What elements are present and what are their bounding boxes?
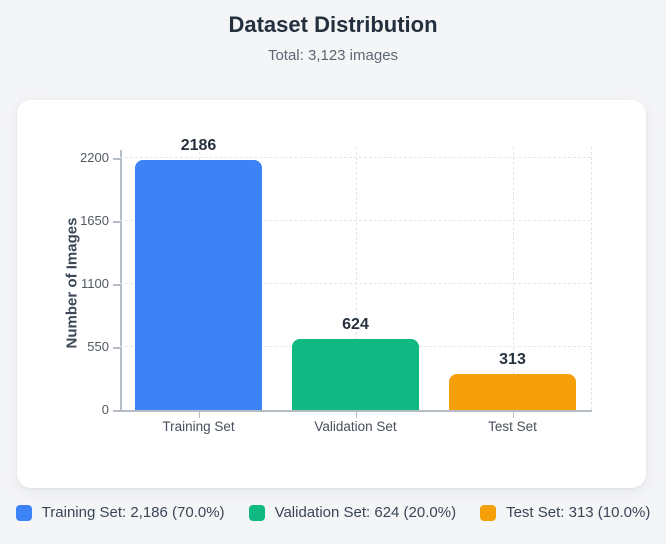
x-axis-line	[120, 410, 592, 412]
legend-label: Validation Set: 624 (20.0%)	[274, 504, 457, 521]
bar-value-label-test-set: 313	[499, 351, 526, 369]
y-axis-tick-mark	[113, 284, 120, 286]
y-axis-tick-label: 2200	[80, 150, 109, 166]
bar-value-label-validation-set: 624	[342, 315, 369, 333]
chart-legend: Training Set: 2,186 (70.0%) Validation Se…	[0, 504, 666, 521]
gridline-vertical	[355, 147, 357, 410]
legend-label: Training Set: 2,186 (70.0%)	[41, 504, 225, 521]
y-axis-tick-label: 1650	[80, 213, 109, 229]
y-axis-tick-label: 550	[87, 339, 109, 355]
x-axis-label-test-set: Test Set	[488, 419, 537, 434]
y-axis-tick-label: 1100	[81, 276, 109, 292]
x-axis-label-validation-set: Validation Set	[314, 419, 397, 434]
chart-card: Number of Images 2186 624 313 0 550 1100 1650…	[17, 100, 646, 488]
y-axis-line	[120, 150, 122, 411]
page-title: Dataset Distribution	[228, 12, 438, 37]
x-axis-label-training-set: Training Set	[162, 419, 235, 434]
legend-item-training-set[interactable]: Training Set: 2,186 (70.0%)	[15, 504, 225, 521]
bar-test-set[interactable]	[449, 374, 576, 410]
x-axis-tick-mark	[198, 412, 200, 418]
legend-item-test-set[interactable]: Test Set: 313 (10.0%)	[480, 504, 650, 521]
y-axis-tick-label: 0	[101, 402, 109, 417]
bar-value-label-training-set: 2186	[180, 137, 217, 155]
x-axis-tick-mark	[355, 412, 357, 418]
gridline-vertical	[512, 147, 514, 410]
chart-header: Dataset Distribution Total: 3,123 images	[0, 0, 666, 66]
legend-swatch-icon	[15, 504, 32, 521]
page-subtitle: Total: 3,123 images	[267, 47, 399, 64]
legend-item-validation-set[interactable]: Validation Set: 624 (20.0%)	[248, 504, 457, 521]
legend-label: Test Set: 313 (10.0%)	[506, 504, 651, 521]
y-axis-tick-mark	[113, 410, 120, 412]
y-axis-tick-mark	[113, 221, 120, 223]
y-axis-tick-mark	[113, 347, 120, 349]
plot-area: 2186 624 313	[120, 137, 592, 410]
plot-right-border	[591, 147, 592, 410]
bar-training-set[interactable]	[135, 160, 262, 410]
y-axis-tick-mark	[113, 158, 120, 160]
bar-validation-set[interactable]	[292, 338, 419, 410]
legend-swatch-icon	[480, 504, 497, 521]
x-axis-tick-mark	[512, 412, 514, 418]
legend-swatch-icon	[248, 504, 265, 521]
